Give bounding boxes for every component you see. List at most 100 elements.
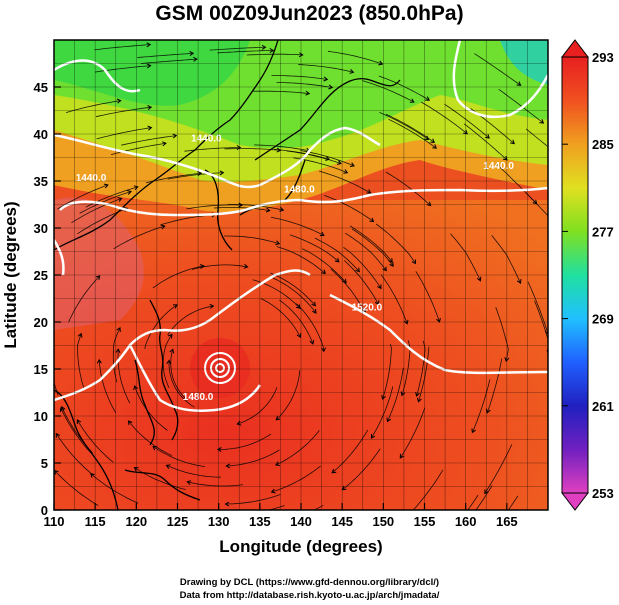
streamline-arrowhead: [312, 308, 317, 314]
streamline-arrowhead: [188, 35, 192, 39]
streamline: [534, 300, 548, 354]
streamline-arrowhead: [116, 327, 121, 332]
streamline: [527, 281, 548, 335]
streamline: [187, 481, 243, 487]
y-tick-label: 15: [34, 362, 48, 377]
streamline-arrowhead: [355, 267, 360, 273]
streamline-arrowhead: [168, 333, 173, 339]
streamline-arrowhead: [311, 301, 316, 307]
streamline: [110, 142, 166, 156]
streamline-arrowhead: [370, 433, 376, 439]
contour-label: 1440.0: [76, 173, 107, 184]
streamline: [351, 228, 394, 267]
streamline-arrowhead: [90, 473, 95, 478]
streamline: [484, 444, 513, 494]
y-tick-label: 5: [41, 456, 48, 471]
streamline-arrowhead: [172, 133, 178, 139]
streamline: [77, 419, 114, 463]
streamline: [267, 505, 285, 510]
streamline: [297, 64, 354, 73]
x-tick-label: 145: [331, 514, 353, 529]
typhoon-vortex: [204, 352, 236, 384]
streamline-arrowhead: [265, 207, 271, 213]
streamline-arrowhead: [298, 52, 304, 58]
streamline-arrowhead: [366, 189, 372, 194]
streamline-arrowhead: [103, 183, 109, 189]
streamline-arrowhead: [516, 81, 522, 86]
streamline: [474, 53, 521, 86]
streamline: [186, 204, 243, 210]
streamline: [507, 495, 519, 510]
streamline-arrowhead: [275, 415, 281, 421]
streamline-arrowhead: [323, 76, 329, 82]
streamline-arrowhead: [386, 417, 392, 423]
streamline: [444, 103, 490, 139]
x-tick-label: 125: [167, 514, 189, 529]
streamline-arrowhead: [409, 98, 415, 103]
streamline-arrowhead: [76, 419, 82, 425]
streamline-arrowhead: [430, 138, 435, 143]
streamline-arrowhead: [305, 90, 311, 96]
streamline: [385, 171, 431, 206]
colorbar-tick-label: 293: [592, 50, 614, 65]
streamline: [65, 100, 121, 113]
streamline-arrowhead: [173, 304, 178, 309]
streamline-arrowhead: [296, 333, 302, 338]
streamline: [495, 307, 509, 362]
streamline-arrowhead: [47, 341, 51, 345]
y-axis-label: Latitude (degrees): [1, 201, 20, 349]
streamline: [463, 123, 508, 161]
colorbar-tick-label: 253: [592, 486, 614, 501]
streamline: [387, 367, 404, 422]
streamline: [343, 246, 382, 289]
streamline-arrowhead: [411, 259, 417, 265]
streamline: [152, 265, 204, 289]
streamline: [343, 260, 379, 305]
streamline-arrowhead: [484, 489, 489, 495]
y-tick-label: 45: [34, 80, 48, 95]
x-tick-label: 160: [455, 514, 477, 529]
height-contours: [54, 40, 548, 412]
streamline-arrowhead: [216, 447, 222, 453]
streamline-arrowhead: [279, 207, 285, 212]
streamline-arrowhead: [319, 231, 325, 237]
streamline-arrowhead: [152, 445, 158, 451]
streamline-arrowhead: [243, 263, 249, 269]
colorbar-tick-label: 277: [592, 224, 614, 239]
streamline: [237, 387, 278, 425]
streamline: [271, 75, 328, 80]
streamline-arrowhead: [146, 63, 152, 69]
streamline-arrowhead: [115, 348, 121, 354]
streamline: [319, 170, 371, 194]
streamline: [140, 58, 197, 64]
streamline: [192, 264, 248, 270]
streamline: [399, 407, 426, 459]
streamline: [467, 494, 479, 510]
streamline-arrowhead: [309, 339, 315, 345]
streamline: [128, 420, 173, 456]
colorbar: 293 285 277 269 261 253: [560, 39, 614, 511]
credit-drawing: Drawing by DCL (https://www.gfd-dennou.o…: [179, 577, 440, 588]
streamline-arrowhead: [95, 275, 101, 281]
streamline: [224, 235, 280, 245]
streamline-arrowhead: [116, 98, 122, 104]
streamline: [77, 333, 85, 389]
streamline: [90, 473, 139, 504]
streamline: [54, 470, 99, 506]
streamline-arrowhead: [133, 467, 139, 472]
streamline-arrowhead: [381, 394, 386, 400]
streamline-arrowhead: [126, 190, 132, 195]
streamline: [279, 299, 314, 345]
streamline: [170, 349, 188, 401]
contour-label: 1440.0: [483, 161, 514, 172]
streamline: [496, 164, 537, 204]
y-tick-label: 10: [34, 409, 48, 424]
streamline: [415, 271, 440, 323]
streamline: [68, 275, 100, 323]
streamline: [314, 237, 360, 272]
streamline: [79, 191, 132, 214]
streamline-arrowhead: [328, 84, 334, 90]
colorbar-lower-arrow: [560, 492, 590, 511]
streamline: [113, 225, 165, 250]
